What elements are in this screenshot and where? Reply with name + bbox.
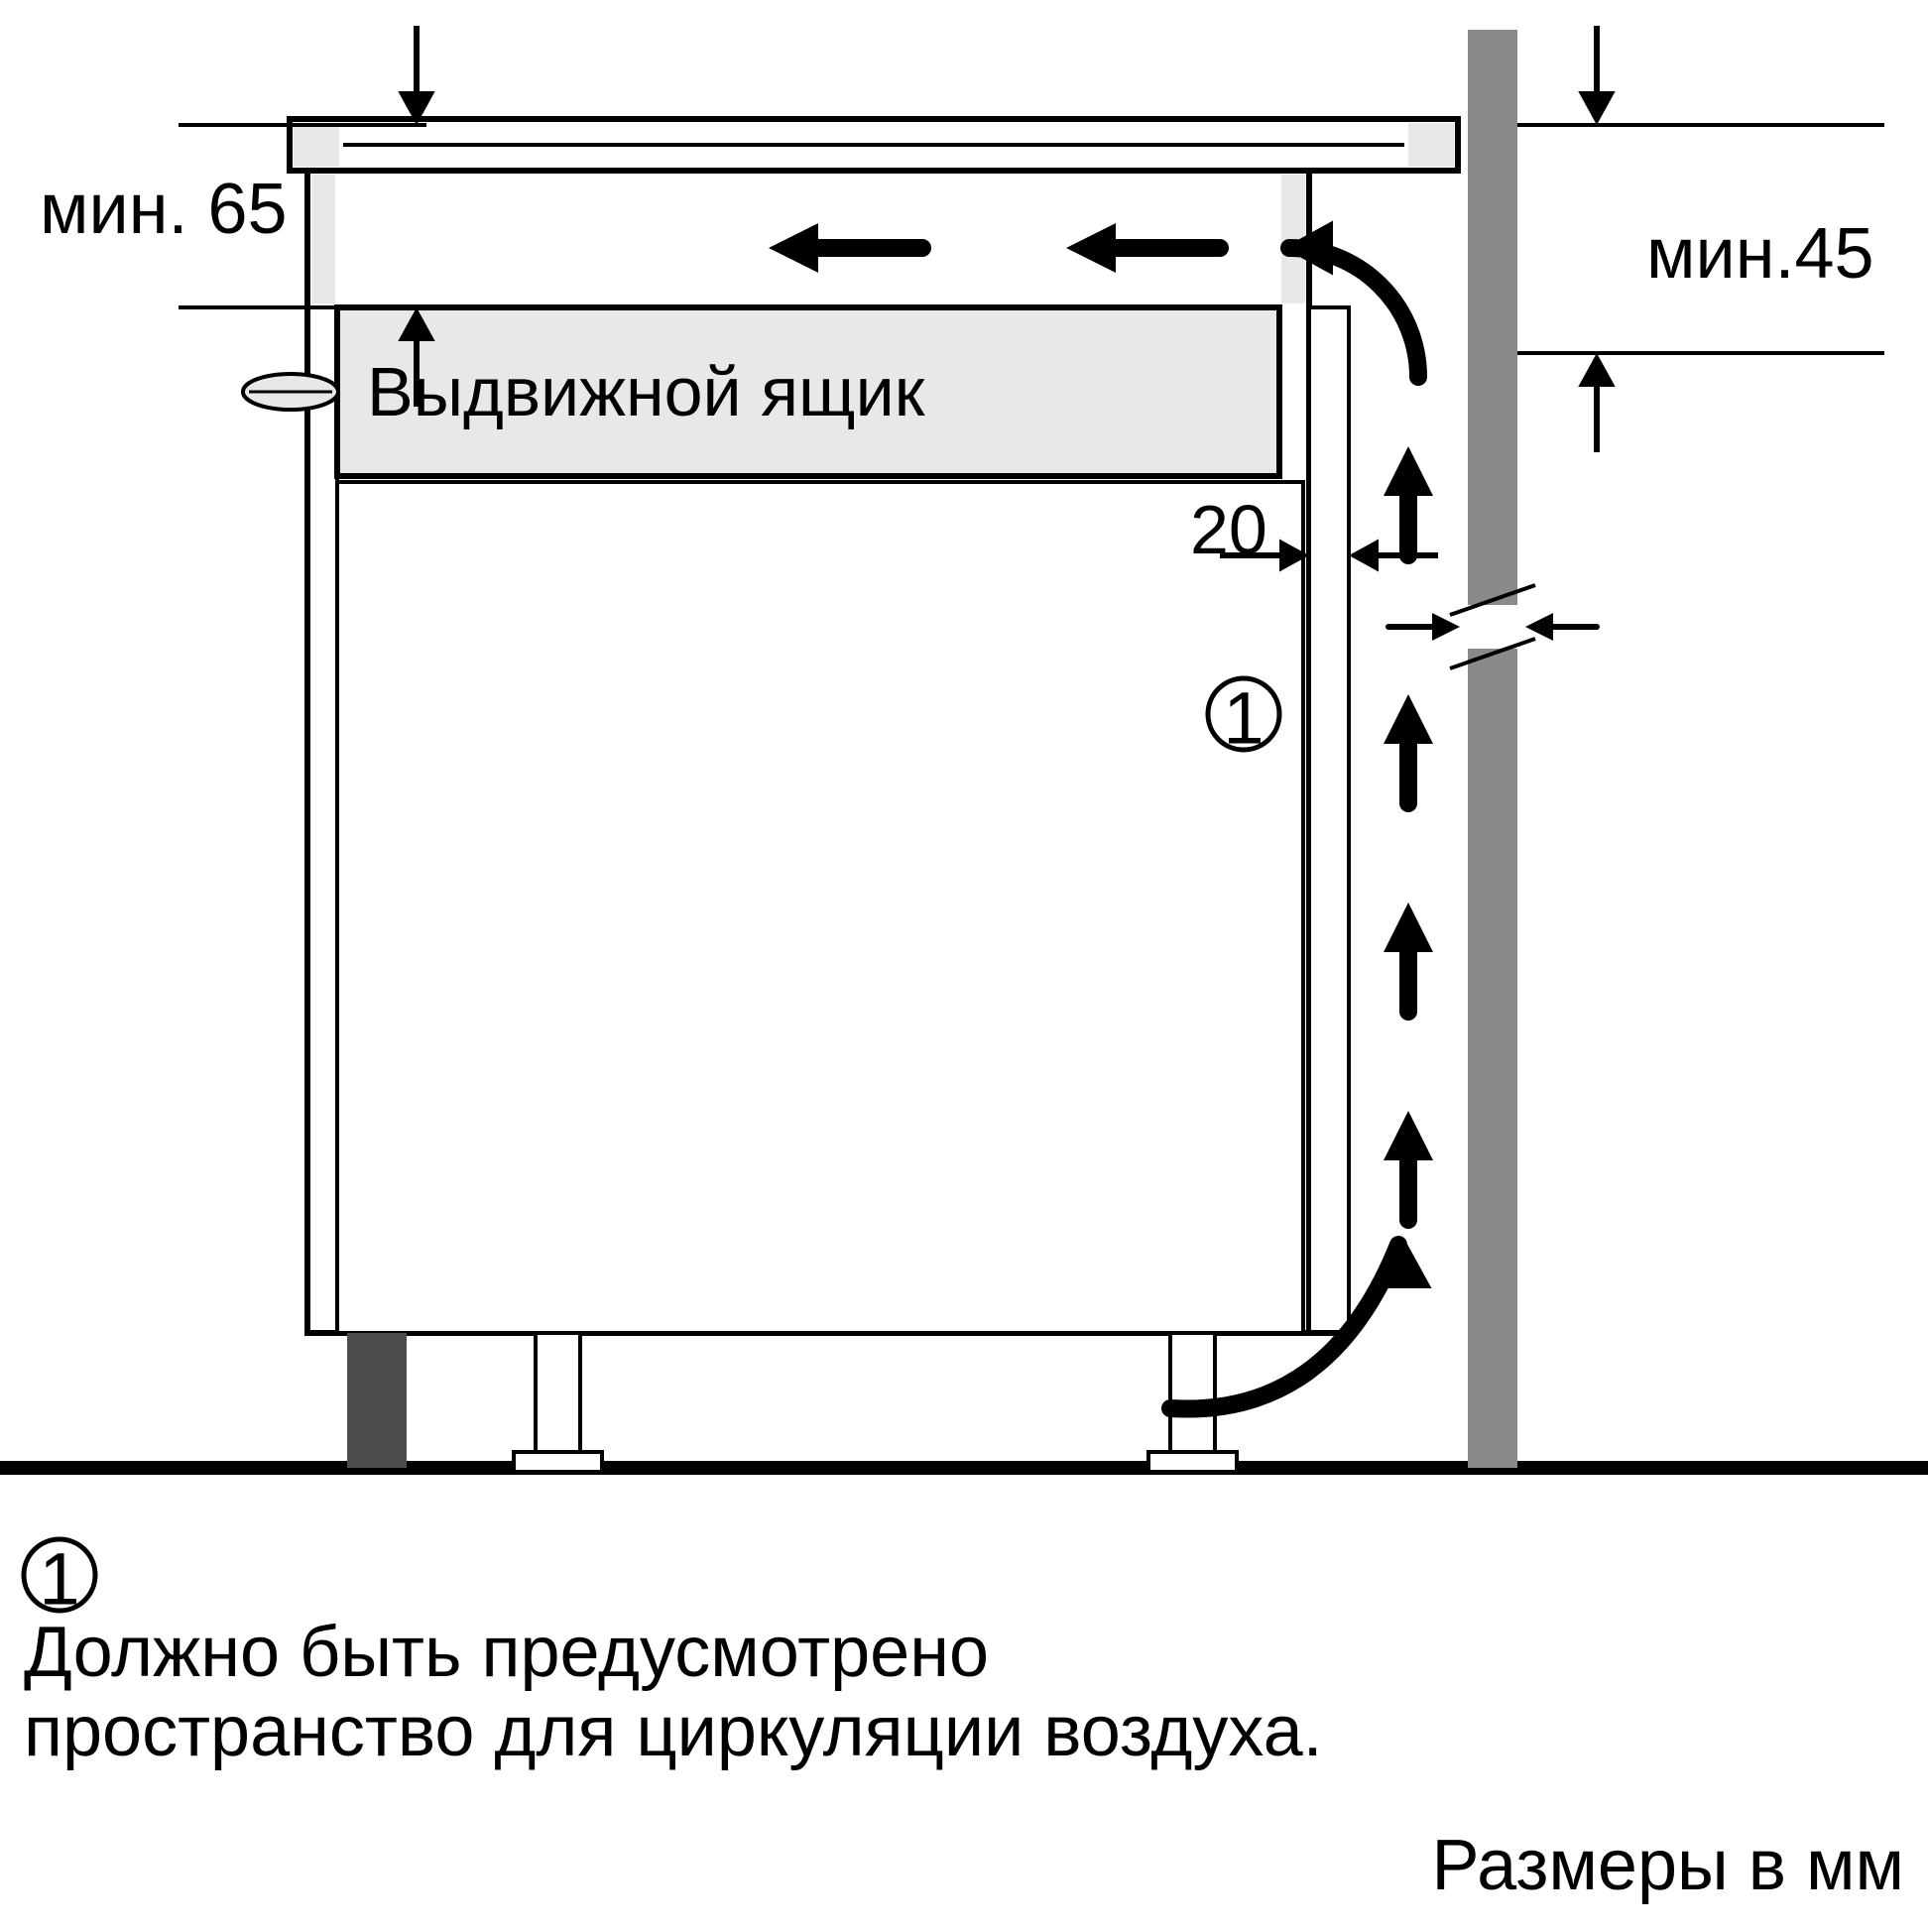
callout-number-diagram: 1 — [1223, 677, 1264, 760]
dim-label-min65: мин. 65 — [40, 170, 288, 249]
note-line-2: пространство для циркуляции воздуха. — [24, 1692, 1323, 1771]
units-label: Размеры в мм — [1432, 1826, 1904, 1905]
plinth-block — [347, 1333, 407, 1468]
callout-number-note: 1 — [39, 1538, 79, 1621]
note-line-1: Должно быть предусмотрено — [24, 1613, 989, 1692]
cabinet-door — [337, 482, 1303, 1333]
dim-label-min45: мин.45 — [1646, 214, 1874, 294]
drawer-label: Выдвижной ящик — [367, 353, 925, 430]
dim-label-20: 20 — [1190, 491, 1267, 568]
vent-panel — [1309, 307, 1349, 1333]
